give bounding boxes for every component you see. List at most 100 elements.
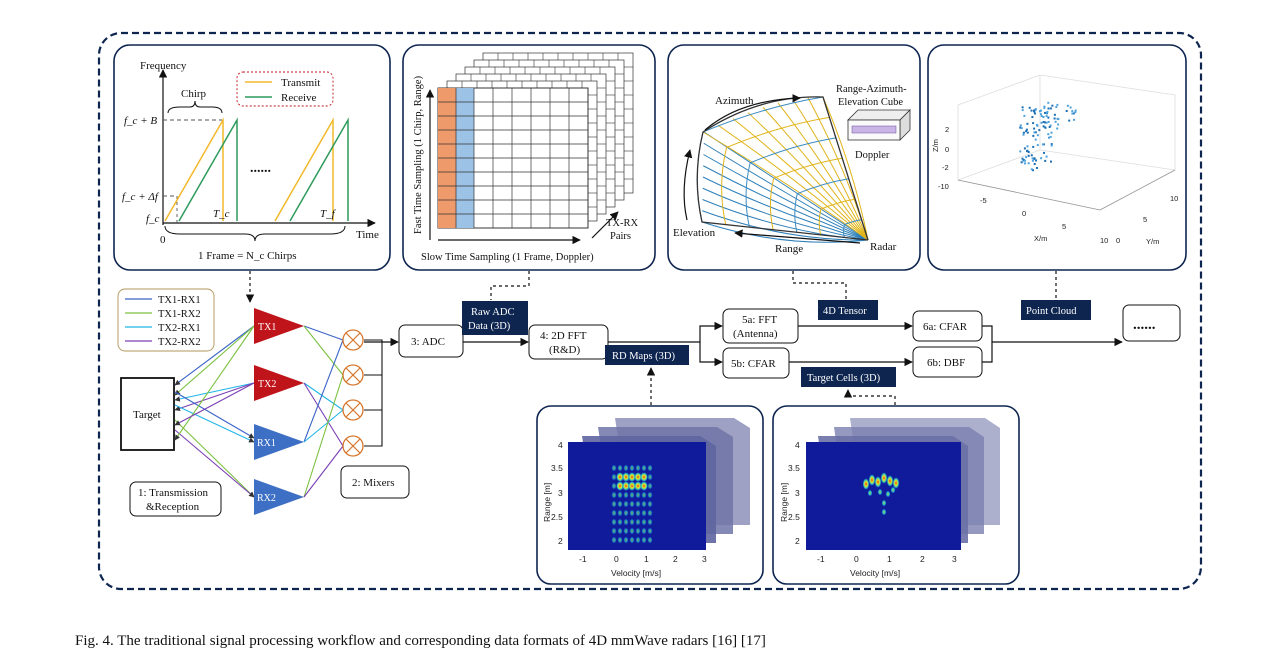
point [1026, 131, 1029, 134]
rd-blob [628, 481, 636, 491]
x-axis-label: X/m [1034, 234, 1047, 243]
rd-left-ylabel: Range [m] [542, 483, 552, 522]
rd-left-ytick-35: 3.5 [551, 463, 563, 473]
rd-maps-tag-label: RD Maps (3D) [612, 351, 675, 362]
elevation-label: Elevation [673, 227, 716, 239]
raw-adc-tag [462, 301, 528, 335]
signal-line [174, 382, 255, 402]
z-tick-neg2: -2 [942, 163, 949, 172]
z-axis-label: Z/m [931, 139, 940, 152]
point [1026, 122, 1029, 125]
legend-receive: Receive [281, 92, 317, 104]
x-tick-5: 5 [1062, 222, 1066, 231]
point [1044, 159, 1047, 162]
rd-blob [623, 509, 629, 517]
point [1040, 157, 1043, 160]
point [1074, 111, 1077, 114]
rd-blob [623, 500, 629, 508]
rd-blob [647, 473, 653, 481]
rd-blob [623, 518, 629, 526]
mixer-icon [342, 399, 364, 421]
rd-right-xtick-3: 3 [952, 554, 957, 564]
rd-left-xtick-neg1: -1 [579, 554, 587, 564]
point [1031, 157, 1034, 160]
mixer-line [303, 339, 344, 443]
point [1049, 107, 1052, 110]
rd-blob [629, 491, 635, 499]
rd-maps-tag [605, 345, 689, 365]
rd-right-xtick-1: 1 [887, 554, 892, 564]
point [1055, 106, 1058, 108]
point [1033, 157, 1036, 160]
point [1056, 127, 1059, 130]
point [1024, 159, 1026, 162]
rd-blob [647, 518, 653, 526]
mixer-line [303, 382, 344, 447]
tx1-label: TX1 [258, 322, 276, 333]
fft2d-label-2: (R&D) [549, 344, 581, 356]
radar-label: Radar [870, 241, 897, 253]
target-cells-tag-label: Target Cells (3D) [807, 373, 881, 384]
fast-time-label: Fast Time Sampling (1 Chirp, Range) [413, 75, 424, 234]
point [1033, 131, 1036, 134]
point [1056, 103, 1059, 106]
target-box [120, 377, 175, 451]
point [1032, 134, 1035, 137]
rd-blob [611, 473, 617, 481]
rd-blob [617, 509, 623, 517]
4d-tensor-tag-label: 4D Tensor [823, 306, 867, 317]
tx2-label: TX2 [258, 379, 276, 390]
point [1034, 112, 1036, 115]
mixer-line [303, 409, 344, 443]
doppler-label: Doppler [855, 150, 890, 161]
point [1042, 121, 1045, 123]
rx2-label: RX2 [257, 493, 276, 504]
rd-blob [611, 527, 617, 535]
range-label: Range [775, 243, 803, 255]
rd-left-ytick-3: 3 [558, 488, 563, 498]
rd-map-right-panel: Range [m] 4 3.5 3 2.5 2 -1 0 1 2 3 Veloc… [772, 405, 1020, 585]
point [1034, 138, 1037, 141]
point [1036, 144, 1039, 147]
point-cloud-panel: Z/m 2 0 -2 -10 -5 0 5 10 0 5 10 X/m Y/m [927, 44, 1187, 271]
rd-blob [877, 488, 883, 496]
point [1035, 159, 1037, 162]
point [1046, 110, 1049, 113]
rd-blob [647, 527, 653, 535]
y-axis-label: Y/m [1146, 237, 1159, 246]
point [1036, 134, 1039, 137]
rd-blob [623, 527, 629, 535]
rd-left-xtick-0: 0 [614, 554, 619, 564]
adc-box [398, 324, 464, 358]
step1-box [129, 481, 222, 517]
point [1069, 106, 1072, 109]
point [1032, 169, 1034, 172]
fft2d-label-1: 4: 2D FFT [540, 330, 587, 342]
point [1045, 155, 1048, 158]
legend-tx2-rx1: TX2-RX1 [158, 323, 201, 334]
rd-blob [634, 481, 642, 491]
mixers [342, 329, 364, 457]
tx-rx-label: TX-RX [606, 218, 638, 229]
point [1049, 124, 1052, 127]
pairs-label: Pairs [610, 231, 631, 242]
rd-blob [641, 509, 647, 517]
rd-blob [635, 464, 641, 472]
rd-blob [635, 518, 641, 526]
signal-line [174, 382, 255, 426]
fft2d-box [528, 324, 609, 360]
signal-line [174, 419, 255, 498]
rd-blob [611, 509, 617, 517]
rd-blob [611, 464, 617, 472]
point [1043, 106, 1046, 109]
more-label: ...... [1133, 317, 1156, 333]
point [1019, 150, 1022, 153]
target-label: Target [133, 409, 161, 421]
rx1-label: RX1 [257, 438, 276, 449]
rd-left-ytick-4: 4 [558, 440, 563, 450]
point [1021, 106, 1024, 109]
rd-blob [635, 509, 641, 517]
point [1054, 120, 1057, 123]
point [1048, 136, 1050, 139]
dbf-label: 6b: DBF [927, 357, 965, 369]
